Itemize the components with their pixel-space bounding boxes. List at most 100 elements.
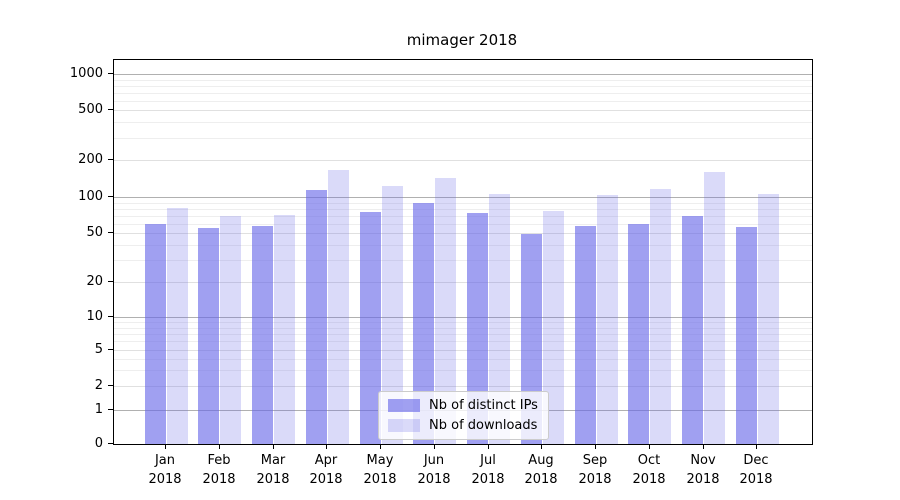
legend: Nb of distinct IPs Nb of downloads [378, 391, 549, 440]
gridline-major [114, 197, 812, 198]
gridline-minor [114, 216, 812, 217]
x-tick-label: Dec 2018 [739, 453, 773, 487]
gridline-labeled [114, 160, 812, 161]
bar-distinct-ips [413, 203, 434, 444]
x-tick-label: Apr 2018 [309, 453, 343, 487]
gridline-minor [114, 86, 812, 87]
y-tick-mark [108, 109, 113, 110]
y-tick-label: 200 [78, 152, 103, 167]
gridline-minor [114, 203, 812, 204]
legend-label-distinct-ips: Nb of distinct IPs [429, 398, 538, 413]
legend-label-downloads: Nb of downloads [429, 418, 538, 433]
gridline-labeled [114, 233, 812, 234]
bar-downloads [650, 189, 671, 444]
bar-downloads [435, 178, 456, 444]
bar-downloads [274, 215, 295, 444]
legend-row-downloads: Nb of downloads [388, 418, 538, 433]
x-tick-mark [756, 445, 757, 449]
legend-swatch-downloads [388, 419, 420, 432]
gridline-minor [114, 80, 812, 81]
x-tick-mark [219, 445, 220, 449]
y-tick-label: 20 [86, 274, 103, 289]
bar-downloads [382, 186, 403, 444]
x-tick-label: Nov 2018 [686, 453, 720, 487]
bar-distinct-ips [145, 224, 166, 444]
bar-distinct-ips [360, 212, 381, 444]
y-tick-mark [108, 232, 113, 233]
x-tick-label: Jul 2018 [471, 453, 505, 487]
gridline-minor [114, 209, 812, 210]
gridline-minor [114, 122, 812, 123]
gridline-minor [114, 245, 812, 246]
x-tick-label: Mar 2018 [256, 453, 290, 487]
y-tick-mark [108, 443, 113, 444]
gridline-minor [114, 370, 812, 371]
y-tick-mark [108, 73, 113, 74]
gridline-labeled [114, 282, 812, 283]
gridline-minor [114, 328, 812, 329]
legend-row-distinct-ips: Nb of distinct IPs [388, 398, 538, 413]
bar-distinct-ips [467, 213, 488, 444]
gridline-minor [114, 224, 812, 225]
x-tick-mark [326, 445, 327, 449]
y-tick-label: 10 [86, 309, 103, 324]
y-tick-label: 100 [78, 189, 103, 204]
bar-downloads [543, 211, 564, 444]
legend-swatch-distinct-ips [388, 399, 420, 412]
x-tick-mark [649, 445, 650, 449]
x-tick-mark [380, 445, 381, 449]
x-tick-label: May 2018 [363, 453, 397, 487]
y-tick-label: 5 [94, 342, 103, 357]
gridline-major [114, 317, 812, 318]
y-tick-label: 1000 [69, 66, 103, 81]
gridline-labeled [114, 110, 812, 111]
y-tick-mark [108, 196, 113, 197]
bar-downloads [167, 208, 188, 444]
x-tick-label: Jun 2018 [417, 453, 451, 487]
x-tick-mark [541, 445, 542, 449]
y-tick-mark [108, 159, 113, 160]
bar-distinct-ips [252, 226, 273, 444]
x-tick-mark [165, 445, 166, 449]
bar-distinct-ips [628, 224, 649, 444]
y-tick-label: 50 [86, 225, 103, 240]
y-tick-label: 0 [94, 436, 103, 451]
gridline-minor [114, 260, 812, 261]
gridline-labeled [114, 386, 812, 387]
bar-downloads [489, 194, 510, 444]
y-tick-label: 500 [78, 102, 103, 117]
bar-distinct-ips [575, 226, 596, 444]
bar-downloads [758, 194, 779, 444]
gridline-labeled [114, 350, 812, 351]
x-tick-mark [595, 445, 596, 449]
bar-distinct-ips [306, 190, 327, 444]
bar-distinct-ips [682, 216, 703, 444]
chart-title: mimager 2018 [406, 31, 518, 49]
x-tick-label: Feb 2018 [202, 453, 236, 487]
gridline-minor [114, 138, 812, 139]
y-tick-label: 2 [94, 378, 103, 393]
x-tick-label: Oct 2018 [632, 453, 666, 487]
y-tick-mark [108, 349, 113, 350]
y-tick-mark [108, 385, 113, 386]
bar-downloads [328, 170, 349, 444]
bar-distinct-ips [736, 227, 757, 444]
gridline-minor [114, 93, 812, 94]
gridline-minor [114, 101, 812, 102]
y-tick-label: 1 [94, 402, 103, 417]
x-tick-mark [273, 445, 274, 449]
plot-area: Nb of distinct IPs Nb of downloads [113, 59, 813, 445]
y-tick-mark [108, 409, 113, 410]
x-tick-label: Jan 2018 [148, 453, 182, 487]
x-tick-label: Sep 2018 [578, 453, 612, 487]
x-tick-label: Aug 2018 [524, 453, 558, 487]
bar-distinct-ips [198, 228, 219, 444]
gridline-minor [114, 334, 812, 335]
y-tick-mark [108, 281, 113, 282]
gridline-major [114, 74, 812, 75]
gridline-minor [114, 341, 812, 342]
y-tick-mark [108, 316, 113, 317]
x-tick-mark [434, 445, 435, 449]
x-tick-mark [488, 445, 489, 449]
